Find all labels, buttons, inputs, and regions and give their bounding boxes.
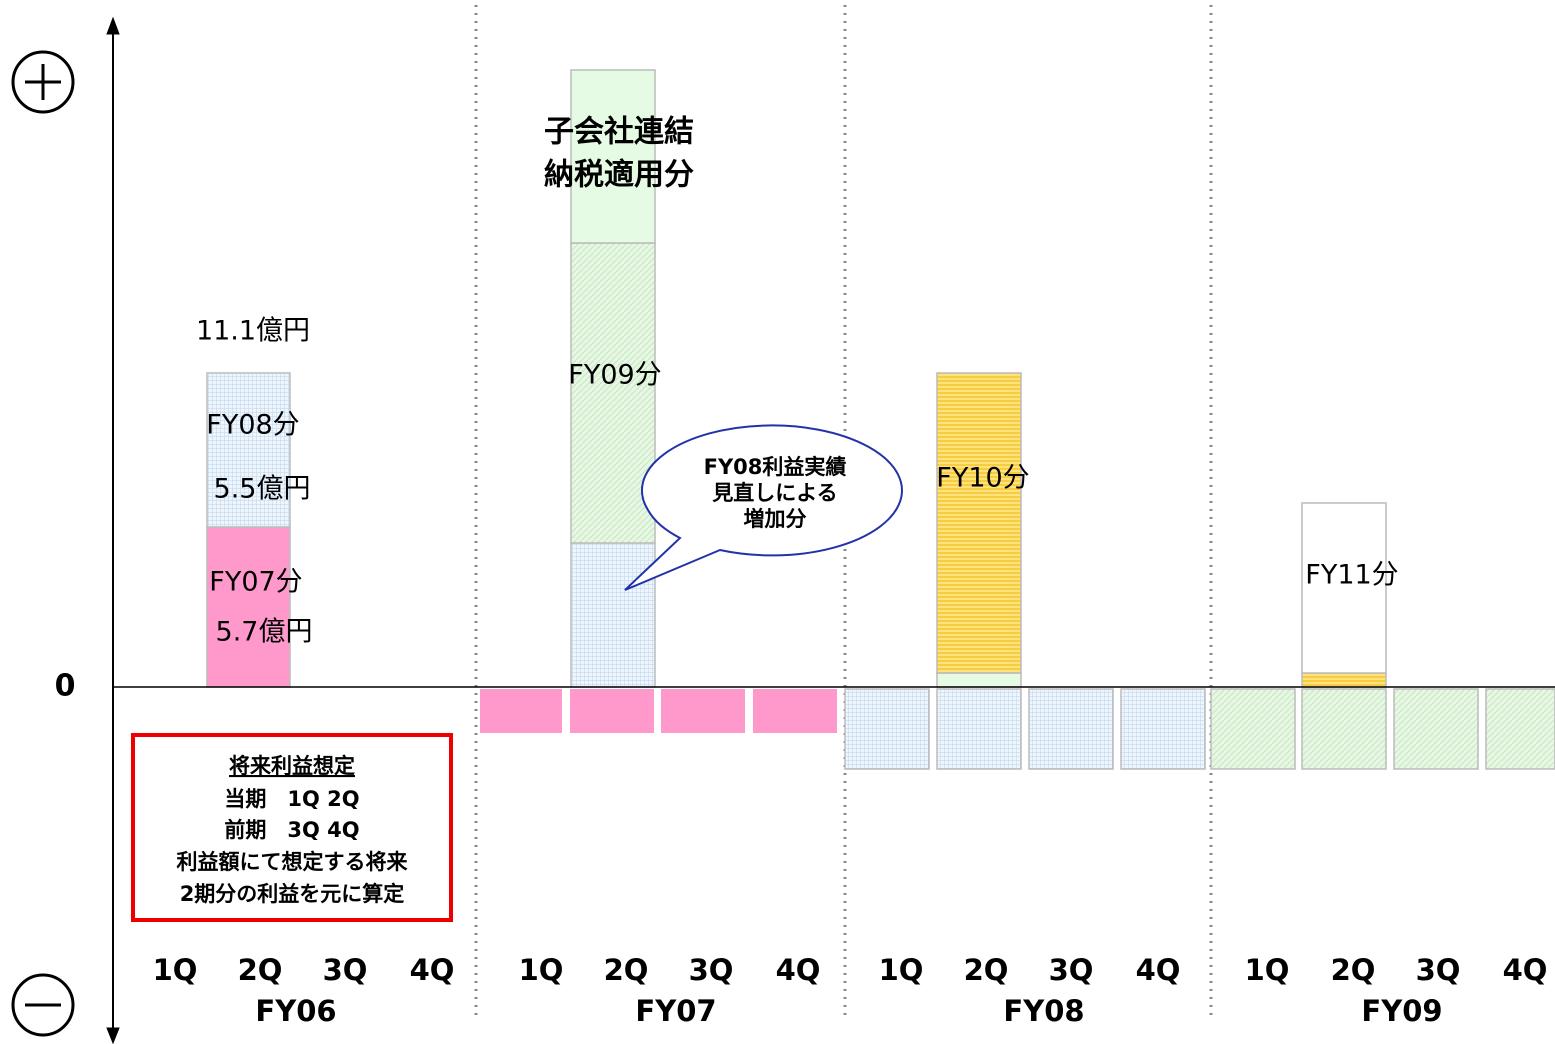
annotation: FY10分: [936, 463, 1029, 494]
bars: [206, 69, 1555, 770]
callout-bubble: [624, 424, 903, 591]
annotation: 子会社連結: [544, 115, 694, 150]
annotation: FY08分: [206, 410, 299, 441]
annotation: 5.5億円: [214, 474, 311, 505]
annotation: 納税適用分: [544, 158, 694, 193]
note-line: 2期分の利益を元に算定: [180, 882, 405, 906]
quarter-label: 2Q: [964, 953, 1009, 987]
x-labels: 1Q 2Q 3Q 4Q 1Q 2Q 3Q 4Q 1Q 2Q 3Q 4Q 1Q 2Q 3Q 4Q FY06 FY07…: [153, 953, 1548, 1028]
quarter-label: 3Q: [1416, 953, 1461, 987]
quarter-label: 1Q: [519, 953, 564, 987]
note-line: 当期 1Q 2Q: [224, 787, 359, 811]
callout-text: FY08利益実績: [704, 455, 847, 479]
quarter-label: 1Q: [1245, 953, 1290, 987]
note-title: 将来利益想定: [229, 754, 355, 778]
quarter-label: 2Q: [238, 953, 283, 987]
quarter-label: 3Q: [1049, 953, 1094, 987]
quarter-label: 2Q: [1331, 953, 1376, 987]
fiscal-year-label: FY08: [1003, 994, 1084, 1028]
axes: [11, 16, 1555, 1044]
annotation: FY07分: [209, 567, 302, 598]
quarter-label: 3Q: [323, 953, 368, 987]
annotation: FY09分: [568, 360, 661, 391]
annotation: 5.7億円: [216, 617, 313, 648]
quarter-label: 3Q: [689, 953, 734, 987]
note-box: [131, 733, 453, 922]
note-line: 前期 3Q 4Q: [224, 818, 359, 842]
zero-label: 0: [55, 669, 76, 704]
callout-text: 見直しによる: [712, 481, 837, 505]
callout-text: 増加分: [744, 507, 807, 531]
annotation: 11.1億円: [196, 316, 310, 347]
quarter-label: 2Q: [604, 953, 649, 987]
note-line: 利益額にて想定する将来: [177, 850, 409, 874]
quarter-label: 1Q: [153, 953, 198, 987]
fiscal-year-label: FY06: [255, 994, 336, 1028]
quarter-label: 1Q: [879, 953, 924, 987]
annotation: FY11分: [1305, 560, 1398, 591]
quarter-label: 4Q: [1136, 953, 1181, 987]
fiscal-year-label: FY07: [635, 994, 716, 1028]
fiscal-year-label: FY09: [1361, 994, 1442, 1028]
quarter-label: 4Q: [410, 953, 455, 987]
quarter-label: 4Q: [776, 953, 821, 987]
quarter-label: 4Q: [1503, 953, 1548, 987]
